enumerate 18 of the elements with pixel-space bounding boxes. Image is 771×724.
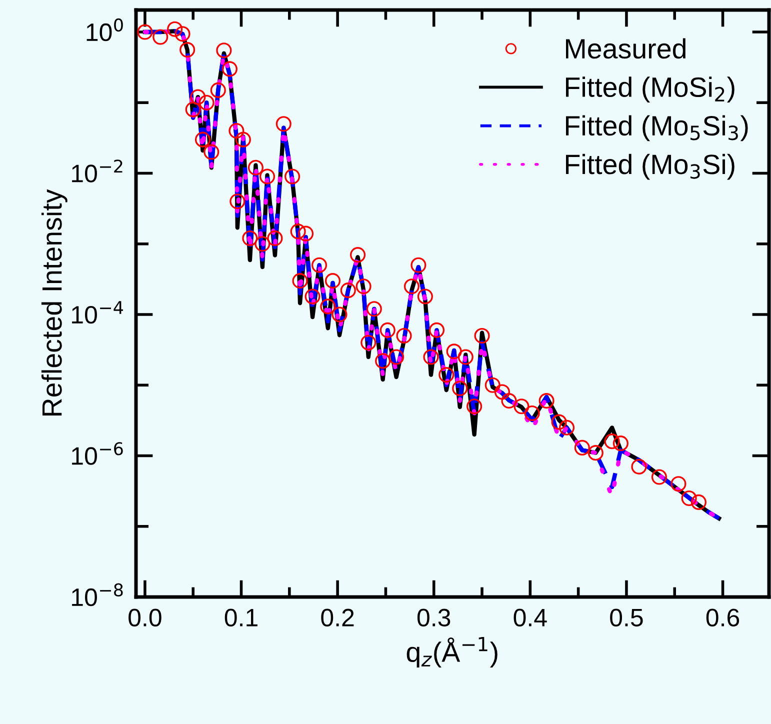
y-tick-label: 10$^{−2}$ [72, 160, 122, 182]
x-tick-label: 0.4 [514, 608, 547, 626]
y-axis-title: Reflected Intensity [41, 189, 68, 416]
legend-label: Fitted (MoSi$_{2}$) [566, 76, 734, 103]
legend-label: Fitted (Mo$_{5}$Si$_{3}$) [566, 115, 748, 142]
legend-label: Fitted (Mo$_{3}$Si) [566, 154, 734, 180]
x-tick-label: 0.2 [321, 608, 354, 626]
y-tick-label: 10$^{−8}$ [72, 583, 123, 606]
y-tick-label: 10$^{−4}$ [72, 301, 123, 324]
y-tick-label: 10$^{0}$ [86, 18, 123, 42]
x-tick-label: 0.6 [706, 608, 740, 626]
x-tick-label: 0.3 [417, 608, 450, 626]
x-tick-label: 0.5 [610, 608, 643, 626]
y-tick-label: 10$^{−6}$ [72, 442, 123, 465]
x-axis-title: q$_{z}$(Å$^{−1}$) [406, 636, 498, 668]
legend-label: Measured [566, 38, 686, 59]
x-tick-label: 0.0 [128, 608, 162, 626]
x-tick-label: 0.1 [224, 608, 258, 626]
